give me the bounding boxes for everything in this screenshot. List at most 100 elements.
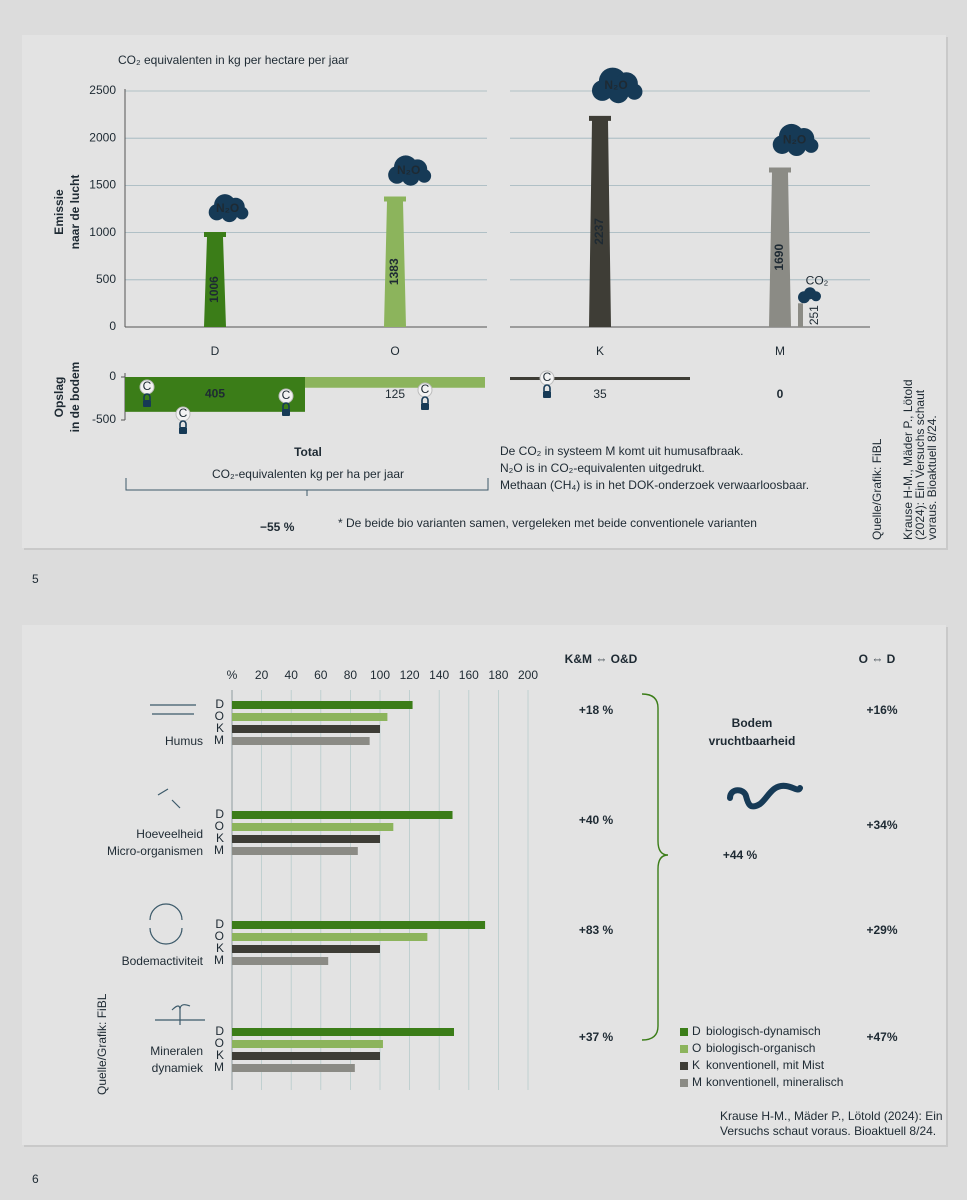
series-code: D: [215, 807, 224, 821]
series-code: D: [215, 917, 224, 931]
legend-code: D: [692, 1024, 701, 1038]
y-tick-label: 1000: [89, 225, 116, 239]
lock-icon: [143, 400, 151, 407]
legend-swatch: [680, 1045, 688, 1053]
source: Quelle/Grafik: FiBL: [95, 993, 109, 1095]
lock-icon: [543, 384, 551, 391]
x-tick-label: 140: [429, 668, 449, 682]
lock-icon: [543, 391, 551, 398]
value-label: 1383: [387, 258, 401, 285]
y2-axis-label: in de bodem: [68, 362, 82, 433]
worm-icon: [727, 782, 803, 810]
bar: [232, 957, 329, 965]
o-d-value: +16%: [866, 703, 897, 717]
smoke-cloud: [417, 169, 432, 183]
x-tick-label: 60: [314, 668, 328, 682]
lock-icon: [282, 409, 290, 416]
column-header: O ⇔ D: [859, 652, 896, 666]
category-icon: [155, 1004, 205, 1025]
y-axis-label: naar de lucht: [68, 175, 82, 250]
icon-label: C: [282, 388, 291, 402]
x-tick-label: 160: [459, 668, 479, 682]
page-number: 5: [32, 572, 39, 586]
legend-label: biologisch-organisch: [706, 1041, 815, 1055]
citation: Versuchs schaut voraus. Bioaktuell 8/24.: [720, 1124, 936, 1138]
citation: voraus. Bioaktuell 8/24.: [925, 415, 939, 540]
x-tick-label: 180: [488, 668, 508, 682]
legend-swatch: [680, 1028, 688, 1036]
total-title: Total: [294, 445, 322, 459]
icon-label: C: [421, 382, 430, 396]
lock-icon: [421, 403, 429, 410]
bar: [232, 933, 428, 941]
storage-value-label: 0: [777, 387, 784, 401]
y2-axis-label: Opslag: [52, 377, 66, 418]
bar: [232, 701, 413, 709]
citation: (2024): Ein Versuchs schaut: [913, 389, 927, 540]
series-code: K: [216, 1048, 224, 1062]
category-icon: [149, 903, 183, 945]
y-axis-label: Emissie: [52, 189, 66, 235]
value-label: 2237: [592, 218, 606, 245]
chimney-bar: [769, 167, 791, 327]
y-tick-label: 2000: [89, 130, 116, 144]
x-tick-label: 200: [518, 668, 538, 682]
lock-icon: [179, 420, 187, 427]
page-number: 6: [32, 1172, 39, 1186]
note: Methaan (CH₄) is in het DOK-onderzoek ve…: [500, 478, 809, 492]
category-label: Humus: [165, 734, 203, 748]
series-code: O: [215, 1036, 224, 1050]
lock-icon: [143, 393, 151, 400]
gas-label: N₂O: [397, 163, 420, 177]
km-od-value: +83 %: [579, 923, 614, 937]
category-label: Bodemactiviteit: [122, 954, 204, 968]
bar: [232, 1028, 454, 1036]
smoke-cloud: [787, 137, 806, 157]
km-od-value: +18 %: [579, 703, 614, 717]
x-tick-label: 120: [400, 668, 420, 682]
co2-bar: [798, 303, 803, 327]
lock-icon: [282, 402, 290, 409]
series-code: O: [215, 819, 224, 833]
category-label: Micro-organismen: [107, 844, 203, 858]
smoke-cloud: [626, 83, 643, 100]
chimney-bar: [384, 196, 406, 327]
x-tick-label: 100: [370, 668, 390, 682]
bar: [232, 835, 380, 843]
x-tick-label: O: [390, 344, 399, 358]
y-tick-label: 2500: [89, 83, 116, 97]
x-tick-label: D: [211, 344, 220, 358]
bar: [232, 811, 453, 819]
o-d-value: +47%: [866, 1030, 897, 1044]
brace: [125, 478, 489, 496]
km-od-value: +37 %: [579, 1030, 614, 1044]
y2-tick-label: 0: [109, 369, 116, 383]
citation: Krause H-M., Mäder P., Lötold: [901, 379, 915, 540]
gas-label: N₂O: [216, 201, 239, 215]
gas-label: CO₂: [806, 273, 829, 287]
smoke-cloud: [221, 205, 238, 223]
series-code: M: [214, 733, 224, 747]
x-tick-label: M: [775, 344, 785, 358]
smoke-cloud: [235, 206, 249, 220]
legend-label: konventionell, mineralisch: [706, 1075, 843, 1089]
bar: [232, 823, 394, 831]
o-d-value: +34%: [866, 818, 897, 832]
smoke-cloud: [608, 82, 629, 104]
storage-bar: [125, 377, 305, 412]
legend-swatch: [680, 1079, 688, 1087]
note: N₂O is in CO₂-equivalenten uitgedrukt.: [500, 461, 705, 475]
bar: [232, 1052, 380, 1060]
o-d-value: +29%: [866, 923, 897, 937]
y-tick-label: 500: [96, 272, 116, 286]
lock-icon: [179, 427, 187, 434]
bar: [232, 713, 388, 721]
chart-title: CO₂ equivalenten in kg per hectare per j…: [118, 53, 349, 67]
legend-code: K: [692, 1058, 700, 1072]
lock-icon: [421, 396, 429, 403]
reduction: −55 %: [260, 520, 295, 534]
gas-label: N₂O: [604, 78, 627, 92]
legend-label: biologisch-dynamisch: [706, 1024, 821, 1038]
series-code: O: [215, 709, 224, 723]
icon-label: C: [143, 379, 152, 393]
